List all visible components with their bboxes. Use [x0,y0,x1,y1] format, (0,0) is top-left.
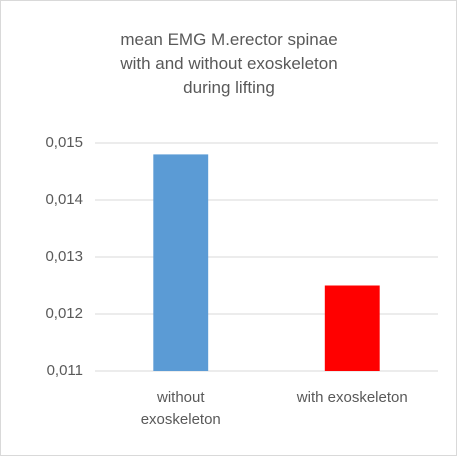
y-tick-label: 0,013 [45,248,83,265]
y-tick-label: 0,012 [45,305,83,322]
y-tick-label: 0,011 [47,362,83,379]
y-tick-label: 0,014 [45,191,83,208]
x-tick-label: with exoskeleton [296,389,408,406]
x-tick-label: without exoskeleton [140,389,221,428]
chart-title: mean EMG M.erector spinae with and witho… [120,30,338,97]
bar [324,285,380,371]
bar [153,154,209,371]
y-tick-label: 0,015 [45,134,83,151]
